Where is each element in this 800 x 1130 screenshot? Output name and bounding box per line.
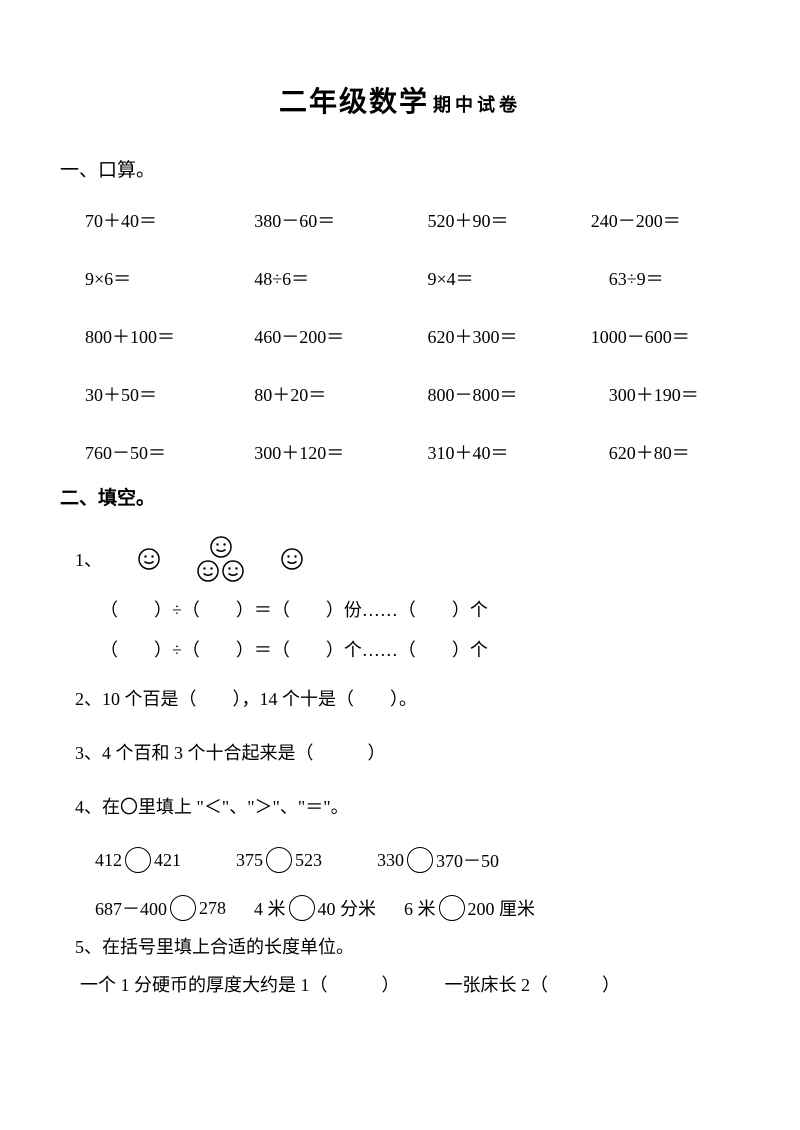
problem: 620＋80＝	[569, 439, 730, 465]
problem: 240－200＝	[569, 207, 730, 233]
circle-icon	[125, 847, 151, 873]
compare-left: 375	[236, 850, 263, 871]
mental-math-grid: 70＋40＝ 380－60＝ 520＋90＝ 240－200＝ 9×6＝ 48÷…	[70, 207, 730, 465]
question-2: 2、10 个百是（ ），14 个十是（ ）。	[70, 685, 730, 711]
circle-icon	[407, 847, 433, 873]
compare-left: 6 米	[404, 895, 436, 921]
smiley-icon	[137, 547, 161, 571]
q4-row2: 687－400 278 4 米 40 分米 6 米 200 厘米	[70, 895, 730, 921]
q1-line2: （ ）÷（ ）＝（ ）个……（ ）个	[100, 631, 730, 671]
compare-right: 40 分米	[318, 895, 377, 921]
smiley-single	[137, 547, 161, 571]
compare-item: 375 523	[236, 847, 322, 873]
problem: 310＋40＝	[408, 439, 569, 465]
smiley-triple	[196, 535, 245, 583]
question-4-header: 4、在〇里填上 "＜"、"＞"、"＝"。	[70, 793, 730, 819]
compare-left: 4 米	[254, 895, 286, 921]
problem: 620＋300＝	[408, 323, 569, 349]
problem: 80＋20＝	[246, 381, 407, 407]
section1-header: 一、口算。	[60, 155, 730, 182]
q1-blanks: （ ）÷（ ）＝（ ）份……（ ）个 （ ）÷（ ）＝（ ）个……（ ）个	[70, 591, 730, 670]
circle-icon	[289, 895, 315, 921]
question-1: 1、	[70, 535, 730, 583]
problem: 300＋190＝	[569, 381, 730, 407]
q5-item2: 一张床长 2（ ）	[445, 971, 621, 997]
compare-left: 687－400	[95, 895, 167, 921]
question-5-header: 5、在括号里填上合适的长度单位。	[70, 933, 730, 959]
compare-left: 412	[95, 850, 122, 871]
circle-icon	[170, 895, 196, 921]
question-3: 3、4 个百和 3 个十合起来是（ ）	[70, 739, 730, 765]
section2-header: 二、填空。	[60, 483, 730, 510]
problem: 9×6＝	[85, 265, 246, 291]
problem: 300＋120＝	[246, 439, 407, 465]
smiley-icon	[209, 535, 233, 559]
problem: 70＋40＝	[85, 207, 246, 233]
compare-right: 200 厘米	[468, 895, 536, 921]
problem: 380－60＝	[246, 207, 407, 233]
smiley-single	[280, 547, 304, 571]
q4-row1: 412 421 375 523 330 370－50	[70, 847, 730, 873]
smiley-icon	[280, 547, 304, 571]
problem: 520＋90＝	[408, 207, 569, 233]
q1-line1: （ ）÷（ ）＝（ ）份……（ ）个	[100, 591, 730, 631]
problem: 48÷6＝	[246, 265, 407, 291]
q1-label: 1、	[75, 546, 102, 572]
compare-item: 4 米 40 分米	[254, 895, 376, 921]
title-sub: 期中试卷	[433, 95, 521, 115]
problem: 800－800＝	[408, 381, 569, 407]
compare-right: 278	[199, 898, 226, 919]
smiley-icon	[196, 559, 220, 583]
compare-item: 412 421	[95, 847, 181, 873]
page-title: 二年级数学期中试卷	[70, 80, 730, 120]
title-main: 二年级数学	[279, 87, 429, 118]
problem: 760－50＝	[85, 439, 246, 465]
smiley-icon	[221, 559, 245, 583]
q5-items: 一个 1 分硬币的厚度大约是 1（ ） 一张床长 2（ ）	[70, 971, 730, 997]
problem: 30＋50＝	[85, 381, 246, 407]
compare-right: 523	[295, 850, 322, 871]
compare-item: 687－400 278	[95, 895, 226, 921]
compare-item: 6 米 200 厘米	[404, 895, 535, 921]
compare-right: 370－50	[436, 847, 499, 873]
problem: 63÷9＝	[569, 265, 730, 291]
circle-icon	[266, 847, 292, 873]
problem: 460－200＝	[246, 323, 407, 349]
compare-item: 330 370－50	[377, 847, 499, 873]
circle-icon	[439, 895, 465, 921]
problem: 1000－600＝	[569, 323, 730, 349]
q5-item1: 一个 1 分硬币的厚度大约是 1（ ）	[80, 971, 400, 997]
compare-right: 421	[154, 850, 181, 871]
problem: 800＋100＝	[85, 323, 246, 349]
section2: 二、填空。 1、 （ ）÷（ ）＝（ ）份……（ ）个 （ ）÷（ ）＝（ ）个…	[70, 483, 730, 997]
compare-left: 330	[377, 850, 404, 871]
problem: 9×4＝	[408, 265, 569, 291]
